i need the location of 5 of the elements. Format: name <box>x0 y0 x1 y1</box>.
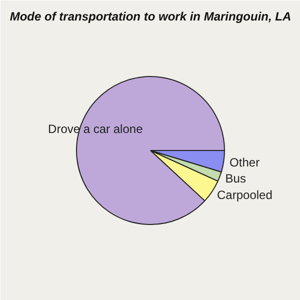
slice-label: Drove a car alone <box>48 122 144 136</box>
chart-title: Mode of transportation to work in Maringouin, LA <box>10 10 292 24</box>
slice-label: Carpooled <box>217 188 272 202</box>
slice-label: Bus <box>225 172 246 186</box>
slice-label: Other <box>230 155 260 170</box>
